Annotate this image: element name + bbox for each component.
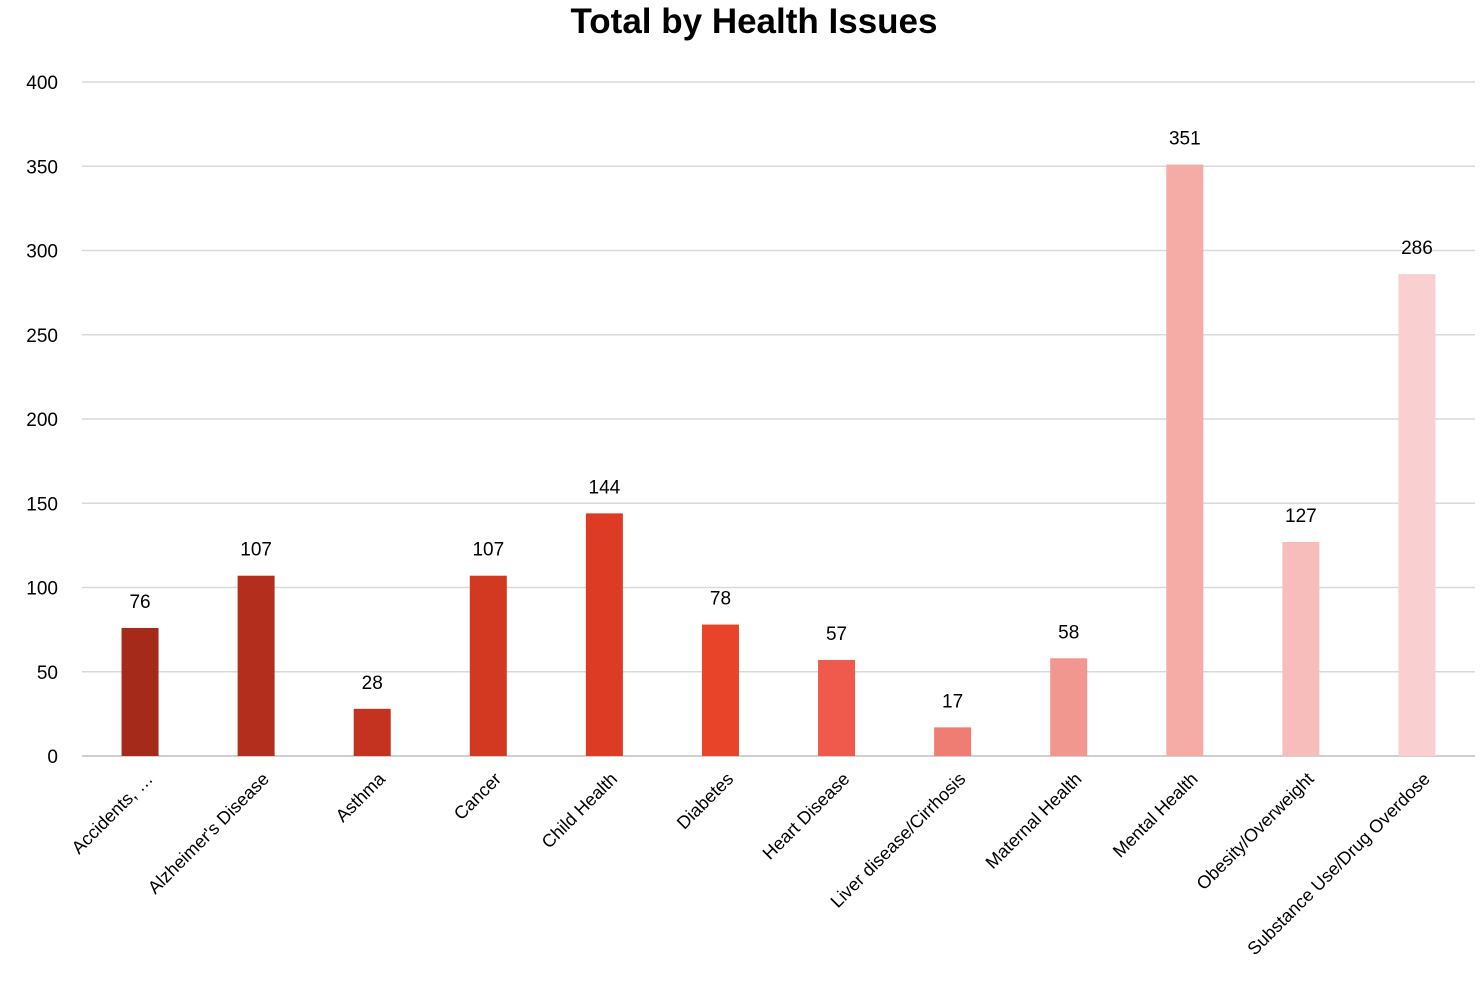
data-labels: 76 107 28 107 144 78 57 17 58 351 127 286 <box>129 129 1432 713</box>
bar <box>353 708 391 756</box>
y-tick-label: 50 <box>37 663 58 684</box>
bar <box>1166 164 1204 756</box>
data-label: 286 <box>1401 238 1433 259</box>
bar <box>469 575 507 756</box>
y-tick-label: 250 <box>26 326 58 347</box>
data-label: 57 <box>826 624 847 645</box>
data-label: 107 <box>240 540 272 561</box>
bars <box>121 164 1436 756</box>
bar <box>1282 542 1320 756</box>
bar <box>585 513 623 756</box>
data-label: 127 <box>1285 506 1317 527</box>
y-tick-label: 200 <box>26 410 58 431</box>
x-tick-label: Obesity/Overweight <box>1193 769 1318 894</box>
x-tick-label: Substance Use/Drug Overdose <box>1243 769 1433 959</box>
y-tick-label: 300 <box>26 242 58 263</box>
bar <box>121 627 159 756</box>
bar <box>237 575 275 756</box>
data-label: 78 <box>710 589 731 610</box>
bar <box>1050 658 1088 756</box>
y-tick-label: 150 <box>26 494 58 515</box>
x-tick-label: Accidents, … <box>68 769 157 858</box>
bar <box>818 659 856 756</box>
x-axis-labels: Accidents, …Alzheimer's Disease Asthma Can… <box>68 768 1434 959</box>
data-label: 351 <box>1169 129 1201 150</box>
x-tick-label: Child Health <box>538 769 621 852</box>
y-tick-label: 100 <box>26 579 58 600</box>
data-label: 107 <box>472 540 504 561</box>
gridlines <box>82 81 1475 757</box>
data-label: 17 <box>942 691 963 712</box>
data-label: 28 <box>362 673 383 694</box>
x-tick-label: Maternal Health <box>982 769 1086 873</box>
x-tick-label: Alzheimer's Disease <box>144 769 273 898</box>
data-label: 58 <box>1058 622 1079 643</box>
chart-title: Total by Health Issues <box>570 2 938 41</box>
bar <box>934 727 972 756</box>
bar <box>701 624 739 756</box>
y-tick-label: 350 <box>26 157 58 178</box>
data-label: 76 <box>129 592 150 613</box>
y-axis-ticks: 0 50 100 150 200 250 300 350 400 <box>26 73 58 768</box>
data-label: 144 <box>589 477 621 498</box>
y-tick-label: 400 <box>26 73 58 94</box>
x-tick-label: Liver disease/Cirrhosis <box>827 769 970 912</box>
x-tick-label: Mental Health <box>1109 769 1202 862</box>
x-tick-label: Diabetes <box>673 769 737 833</box>
x-tick-label: Cancer <box>450 769 505 824</box>
x-tick-label: Heart Disease <box>759 769 854 864</box>
y-tick-label: 0 <box>47 747 58 768</box>
bar <box>1398 274 1436 756</box>
x-tick-label: Asthma <box>332 768 390 826</box>
